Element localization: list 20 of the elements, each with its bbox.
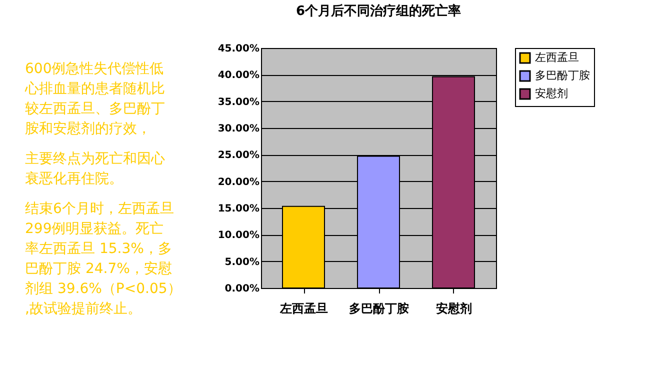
chart-title: 6个月后不同治疗组的死亡率	[296, 3, 462, 19]
y-tick-label: 30.00%	[218, 124, 260, 134]
y-tick-label: 35.00%	[218, 96, 260, 108]
y-tick-label: 25.00%	[218, 150, 260, 162]
legend-label: 左西孟旦	[535, 51, 579, 64]
x-tick-label: 左西孟旦	[279, 302, 328, 316]
y-tick-label: 45.00%	[218, 44, 260, 54]
y-tick-label: 10.00%	[218, 230, 260, 242]
y-tick-label: 5.00%	[224, 256, 260, 268]
y-tick-label: 15.00%	[218, 204, 260, 214]
text: 主要终点为死亡和因心衰恶化再住院。	[25, 151, 165, 187]
legend-label: 多巴酚丁胺	[535, 69, 590, 82]
x-tick-label: 多巴酚丁胺	[349, 302, 409, 316]
x-tick-label: 安慰剂	[436, 302, 472, 316]
y-tick-label: 0.00%	[224, 284, 260, 294]
legend-label: 安慰剂	[535, 87, 568, 100]
y-tick-label: 20.00%	[218, 176, 260, 188]
text: 600例急性失代偿性低心排血量的患者随机比较左西孟旦、多巴酚丁胺和安慰剂的疗效，	[24, 61, 165, 137]
y-tick-label: 40.00%	[218, 70, 260, 82]
text: 结束6个月时，左西孟旦299例明显获益。死亡率左西孟旦 15.3%，多巴酚丁胺 24.7%，安慰剂组 39.6%（P<0.05）,故试验提前终止。	[25, 201, 182, 317]
